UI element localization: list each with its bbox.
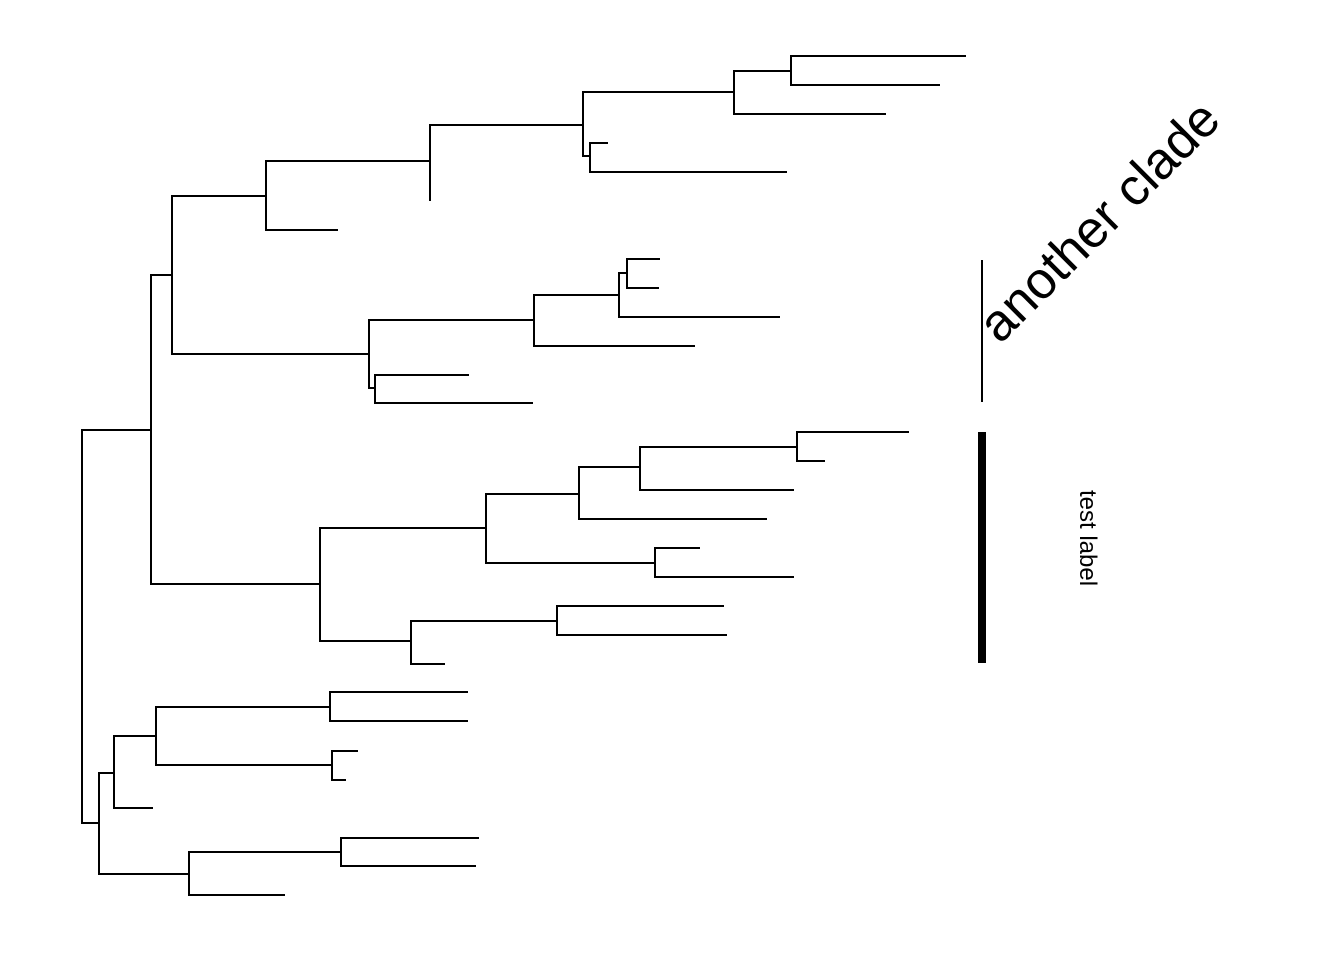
clade-label-test-label: test label	[1074, 490, 1101, 586]
tree-branches	[81, 55, 966, 896]
clade-label-another-clade: another clade	[967, 90, 1231, 354]
clade-annotation-another-clade: another clade	[967, 90, 1231, 402]
clade-annotation-test-label: test label	[978, 432, 1101, 663]
